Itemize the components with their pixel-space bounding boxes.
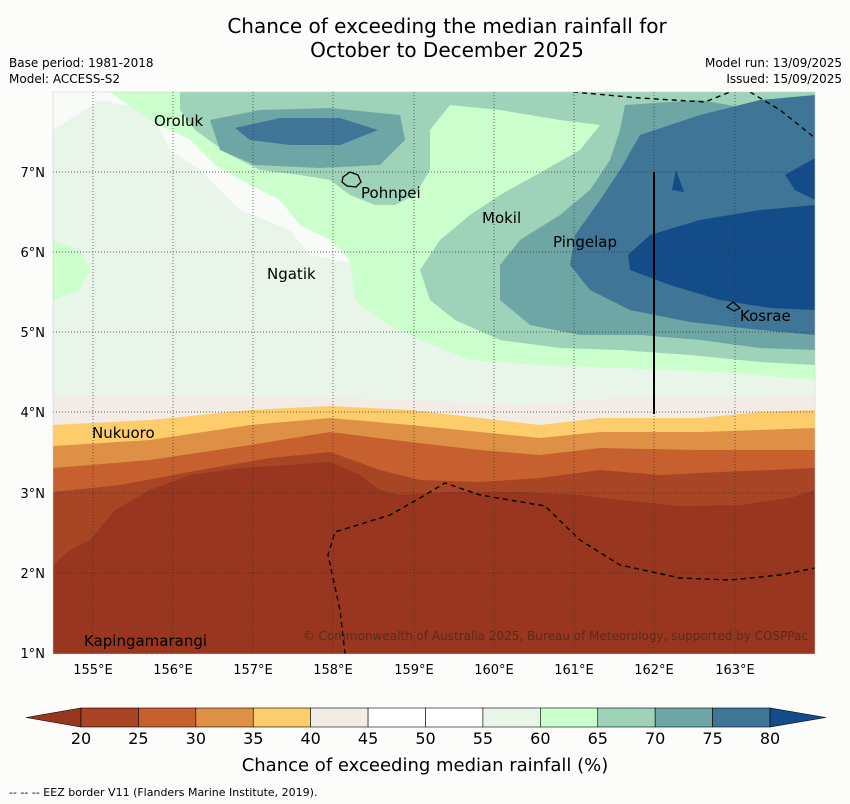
colorbar-tick-label: 45 <box>358 729 378 748</box>
colorbar-tick-label: 65 <box>588 729 608 748</box>
lon-tick: 156°E <box>153 663 193 678</box>
colorbar-swatch <box>654 707 713 728</box>
colorbar-tick-label: 20 <box>71 729 91 748</box>
field-above-80 <box>628 205 815 310</box>
base-period: Base period: 1981-2018 <box>9 56 154 70</box>
latitude-ticks: 7°N 6°N 5°N 4°N 3°N 2°N 1°N <box>21 166 46 662</box>
contour-fields <box>53 92 815 654</box>
field-below-20 <box>53 462 815 654</box>
lon-tick: 161°E <box>554 663 594 678</box>
colorbar-tick-label: 50 <box>415 729 435 748</box>
place-label-mokil: Mokil <box>482 209 521 227</box>
colorbar-tick-label: 70 <box>645 729 665 748</box>
lat-tick: 5°N <box>21 326 46 341</box>
colorbar-tick-label: 80 <box>760 729 780 748</box>
model-info: Base period: 1981-2018 Model: ACCESS-S2 <box>9 55 154 87</box>
colorbar-tick-label: 55 <box>473 729 493 748</box>
place-label-oroluk: Oroluk <box>154 112 203 130</box>
kosrae-island-shape <box>725 301 742 312</box>
map-title: Chance of exceeding the median rainfall … <box>0 14 850 62</box>
place-label-pingelap: Pingelap <box>553 233 617 251</box>
colorbar-swatch <box>195 707 254 728</box>
place-labels: Oroluk Pohnpei Mokil Pingelap Ngatik Kos… <box>84 112 791 650</box>
model-name: Model: ACCESS-S2 <box>9 72 121 86</box>
lat-tick: 7°N <box>21 166 46 181</box>
place-label-kapingamarangi: Kapingamarangi <box>84 632 207 650</box>
colorbar-tick-label: 40 <box>300 729 320 748</box>
colorbar-swatch <box>367 707 426 728</box>
colorbar-swatch <box>482 707 541 728</box>
eez-borders <box>327 92 815 654</box>
lon-tick: 158°E <box>313 663 353 678</box>
lat-tick: 6°N <box>21 246 46 261</box>
field-75-80-north <box>235 118 378 145</box>
colorbar-swatch <box>252 707 311 728</box>
colorbar-swatch <box>310 707 369 728</box>
copyright-text: © Commonwealth of Australia 2025, Bureau… <box>303 629 808 643</box>
lat-tick: 1°N <box>21 647 46 662</box>
map-frame <box>52 91 816 655</box>
issued-date: Issued: 15/09/2025 <box>726 72 842 86</box>
eez-footnote: -- -- -- EEZ border V11 (Flanders Marine… <box>9 786 318 799</box>
lon-tick: 163°E <box>715 663 755 678</box>
colorbar-under-arrow <box>25 707 82 728</box>
colorbar-tick-label: 60 <box>530 729 550 748</box>
colorbar-swatch <box>540 707 599 728</box>
field-60-65-west <box>53 240 90 300</box>
colorbar-swatch <box>597 707 656 728</box>
colorbar-tick-label: 25 <box>128 729 148 748</box>
longitude-ticks: 155°E 156°E 157°E 158°E 159°E 160°E 161°… <box>73 663 755 678</box>
field-above-80-spot <box>672 170 684 192</box>
lat-tick: 4°N <box>21 406 46 421</box>
place-label-ngatik: Ngatik <box>267 265 316 283</box>
model-run-date: Model run: 13/09/2025 <box>704 56 842 70</box>
lon-tick: 157°E <box>233 663 273 678</box>
lon-tick: 155°E <box>73 663 113 678</box>
lat-tick: 2°N <box>21 567 46 582</box>
place-label-pohnpei: Pohnpei <box>361 184 421 202</box>
colorbar-swatch <box>712 707 771 728</box>
run-info: Model run: 13/09/2025 Issued: 15/09/2025 <box>705 55 842 87</box>
colorbar-label: Chance of exceeding median rainfall (%) <box>241 755 609 776</box>
colorbar-tick-label: 35 <box>243 729 263 748</box>
colorbar-swatch <box>425 707 484 728</box>
title-line-2: October to December 2025 <box>310 38 584 62</box>
place-label-nukuoro: Nukuoro <box>92 424 155 442</box>
colorbar-tick-label: 75 <box>702 729 722 748</box>
colorbar-swatch <box>138 707 197 728</box>
lon-tick: 159°E <box>394 663 434 678</box>
lon-tick: 162°E <box>634 663 674 678</box>
lat-tick: 3°N <box>21 487 46 502</box>
field-above-80-ne <box>785 158 815 200</box>
colorbar-swatches <box>25 707 827 728</box>
title-line-1: Chance of exceeding the median rainfall … <box>227 14 667 38</box>
pohnpei-island-shape <box>341 171 362 188</box>
place-label-kosrae: Kosrae <box>740 307 791 325</box>
lon-tick: 160°E <box>474 663 514 678</box>
colorbar-tick-label: 30 <box>186 729 206 748</box>
colorbar-ticks: 20 25 30 35 40 45 50 55 60 65 70 75 80 <box>71 729 780 748</box>
colorbar-over-arrow <box>769 707 827 728</box>
colorbar-swatch <box>80 707 139 728</box>
